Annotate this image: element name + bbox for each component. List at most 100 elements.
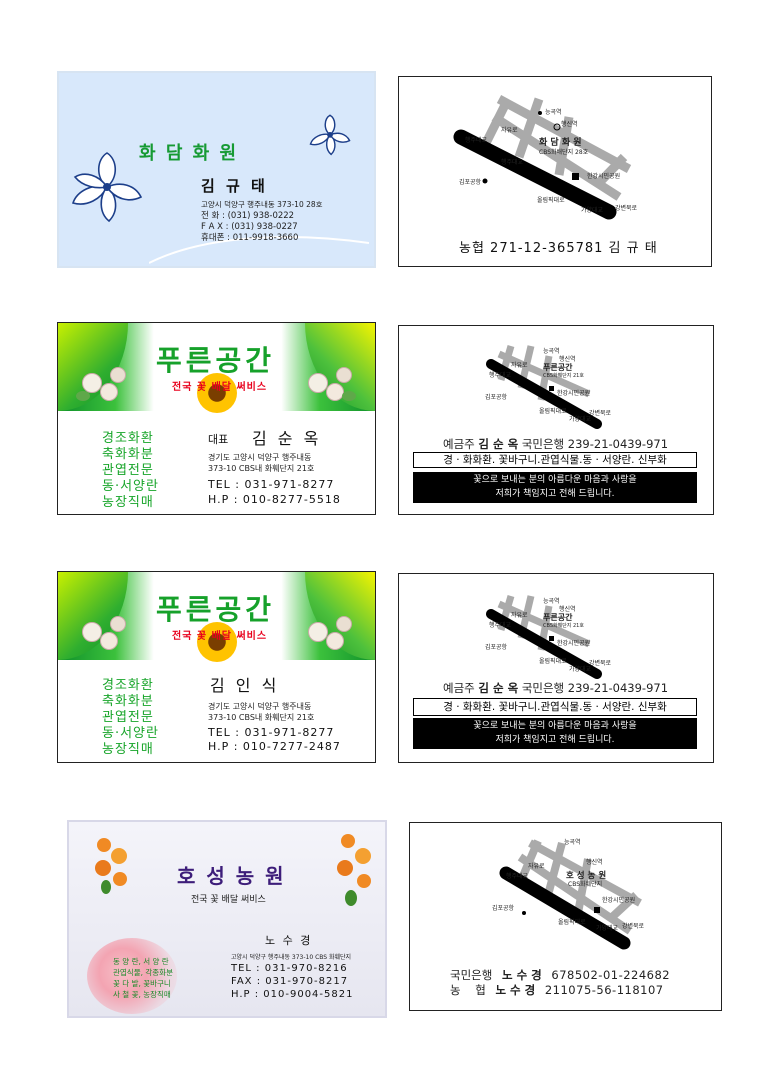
map-label: 가양대교 bbox=[569, 666, 592, 673]
card3-goods-box: 경 · 화화환. 꽃바구니.관엽식물.동 · 서양란. 신부화 bbox=[413, 698, 697, 716]
bank-name: 국민은행 bbox=[450, 968, 493, 982]
goods-text: 경 · 화화환. 꽃바구니.관엽식물.동 · 서양란. 신부화 bbox=[443, 701, 667, 713]
sunflower-icon bbox=[197, 373, 237, 413]
map-label: 행주대교 bbox=[489, 372, 512, 379]
service-item: 경조화환 bbox=[102, 431, 154, 446]
card4-name: 노 수 경 bbox=[265, 934, 313, 947]
message-line: 꽃으로 보내는 분의 아름다운 마음과 사랑을 bbox=[473, 721, 637, 731]
map-label: 김포공항 bbox=[459, 179, 482, 186]
service-item: 꽃 다 발, 꽃바구니 bbox=[113, 979, 171, 988]
service-item: 축화화분 bbox=[102, 694, 154, 709]
bank-info: 국민은행 239-21-0439-971 bbox=[521, 437, 669, 451]
card3-hp: H.P : 010-7277-2487 bbox=[208, 740, 341, 753]
card2-logo: 푸른공간 bbox=[156, 344, 276, 377]
map-label: 가양대교 bbox=[569, 416, 592, 423]
map-label: 김포공항 bbox=[485, 644, 508, 651]
service-item: 관엽전문 bbox=[102, 463, 154, 478]
card2-tel: TEL : 031-971-8277 bbox=[208, 478, 335, 491]
rose-bouquet-left-icon bbox=[76, 363, 132, 407]
service-item: 동 양 란, 서 양 란 bbox=[113, 957, 169, 966]
message-line: 저희가 책임지고 전해 드립니다. bbox=[495, 735, 615, 745]
bank-info: 국민은행 239-21-0439-971 bbox=[521, 681, 669, 695]
map-label: 행신역 bbox=[559, 606, 576, 613]
card4-tagline: 전국 꽃 배달 써비스 bbox=[191, 895, 266, 905]
card3-back: 능곡역 행신역 자유로 행주대교 푸른공간 CBS화훼단지 21호 한강시민공원… bbox=[398, 573, 714, 763]
card2-name: 김 순 옥 bbox=[252, 429, 322, 448]
message-line: 저희가 책임지고 전해 드립니다. bbox=[495, 489, 615, 499]
map-diagram bbox=[486, 595, 602, 679]
map-label: 올림픽대로 bbox=[558, 919, 586, 926]
card3-front: 푸른공간 전국 꽃 배달 써비스 경조화환 축화화분 관엽전문 동·서양란 농장… bbox=[57, 571, 376, 763]
bank-holder: 김 순 옥 bbox=[478, 437, 519, 451]
map-label: 한강시민공원 bbox=[557, 390, 591, 397]
card2-hp: H.P : 010-8277-5518 bbox=[208, 493, 341, 506]
bank-name: 농 협 bbox=[450, 983, 486, 997]
card1-front: 화 담 화 원 김 규 태 고양시 덕양구 행주내동 373-10 28호 전 … bbox=[57, 71, 376, 268]
map-label: 가양대교 bbox=[581, 207, 604, 214]
map-label: 강변북로 bbox=[589, 410, 612, 417]
card4-front: 호 성 농 원 전국 꽃 배달 써비스 노 수 경 고양시 덕양구 행주내동 3… bbox=[67, 820, 387, 1018]
bank-account: 211075-56-118107 bbox=[544, 983, 664, 997]
card2-goods-box: 경 · 화화환. 꽃바구니.관엽식물.동 · 서양란. 신부화 bbox=[413, 452, 697, 468]
card4-fax: FAX : 031-970-8217 bbox=[231, 976, 349, 987]
card2-bank-line: 예금주 김 순 옥 국민은행 239-21-0439-971 bbox=[443, 436, 668, 452]
map-label: CBS화훼단지 21호 bbox=[543, 623, 584, 629]
card3-message-box: 꽃으로 보내는 분의 아름다운 마음과 사랑을 저희가 책임지고 전해 드립니다… bbox=[413, 718, 697, 749]
card2-address1: 경기도 고양시 덕양구 행주내동 bbox=[208, 453, 312, 462]
card2-tagline: 전국 꽃 배달 써비스 bbox=[172, 382, 268, 393]
card4-tel: TEL : 031-970-8216 bbox=[231, 963, 348, 974]
map-label: 자유로 bbox=[511, 612, 528, 619]
card1-fax: F A X : (031) 938-0227 bbox=[201, 222, 298, 232]
map-diagram bbox=[486, 345, 602, 429]
card3-services: 경조화환 축화화분 관엽전문 동·서양란 농장직매 bbox=[102, 678, 159, 758]
service-item: 농장직매 bbox=[102, 742, 154, 757]
map-label: 행신역 bbox=[586, 859, 603, 866]
map-label: 김포공항 bbox=[492, 905, 515, 912]
goods-text: 경 · 화화환. 꽃바구니.관엽식물.동 · 서양란. 신부화 bbox=[443, 454, 667, 466]
map-label: 행주대교 bbox=[489, 622, 512, 629]
map-label: 능곡역 bbox=[543, 348, 560, 355]
map-label: 행주대교 bbox=[506, 873, 529, 880]
orange-flowers-left-icon bbox=[91, 832, 137, 896]
bank-holder: 노 수 경 bbox=[501, 968, 542, 982]
message-line: 꽃으로 보내는 분의 아름다운 마음과 사랑을 bbox=[473, 475, 637, 485]
map-label: 올림픽대로 bbox=[539, 408, 567, 415]
service-item: 농장직매 bbox=[102, 495, 154, 510]
card1-logo: 화 담 화 원 bbox=[139, 143, 239, 164]
map-label: 행주대교 bbox=[501, 159, 524, 166]
map-label: 자유로 bbox=[511, 362, 528, 369]
rose-bouquet-right-icon bbox=[302, 363, 358, 407]
card3-address2: 373-10 CBS내 화훼단지 21호 bbox=[208, 713, 315, 722]
card1-mobile: 휴대폰 : 011-9918-3660 bbox=[201, 233, 299, 243]
card2-services: 경조화환 축화화분 관엽전문 동·서양란 농장직매 bbox=[102, 431, 159, 511]
card1-address: 고양시 덕양구 행주내동 373-10 28호 bbox=[201, 200, 323, 209]
map-label: 강변북로 bbox=[589, 660, 612, 667]
rose-bouquet-right-icon bbox=[302, 612, 358, 656]
bank-prefix: 예금주 bbox=[443, 681, 475, 695]
map-label: 올림픽대로 bbox=[539, 658, 567, 665]
card3-tel: TEL : 031-971-8277 bbox=[208, 726, 335, 739]
service-item: 경조화환 bbox=[102, 678, 154, 693]
service-item: 사 철 꽃, 농장직매 bbox=[113, 990, 171, 999]
card3-name: 김 인 식 bbox=[210, 676, 280, 695]
card3-bank-line: 예금주 김 순 옥 국민은행 239-21-0439-971 bbox=[443, 680, 668, 696]
card4-logo: 호 성 농 원 bbox=[177, 864, 286, 888]
service-item: 동·서양란 bbox=[102, 726, 159, 741]
card4-back: 능곡역 행신역 자유로 행주대교 호 성 농 원 CBS화훼단지 김포공항 한강… bbox=[409, 822, 722, 1011]
card4-hp: H.P : 010-9004-5821 bbox=[231, 989, 354, 1000]
map-diagram bbox=[453, 95, 632, 220]
map-label: CBS화배단지 28호 bbox=[539, 149, 589, 156]
bank-prefix: 예금주 bbox=[443, 437, 475, 451]
bank-holder: 노 수 경 bbox=[495, 983, 536, 997]
map-label: 행신역 bbox=[561, 121, 578, 128]
card2-message-box: 꽃으로 보내는 분의 아름다운 마음과 사랑을 저희가 책임지고 전해 드립니다… bbox=[413, 472, 697, 503]
rose-bouquet-left-icon bbox=[76, 612, 132, 656]
map-label: 한강시민공원 bbox=[602, 897, 636, 904]
map-diagram bbox=[499, 839, 642, 950]
card2-back: 능곡역 행신역 자유로 행주대교 푸른공간 CBS화훼단지 21호 한강시민공원… bbox=[398, 325, 714, 515]
service-item: 동·서양란 bbox=[102, 479, 159, 494]
map-label: 능곡역 bbox=[564, 839, 581, 846]
orange-flowers-right-icon bbox=[331, 830, 381, 910]
card2-address2: 373-10 CBS내 화훼단지 21호 bbox=[208, 464, 315, 473]
map-label: 가양대교 bbox=[596, 925, 619, 932]
